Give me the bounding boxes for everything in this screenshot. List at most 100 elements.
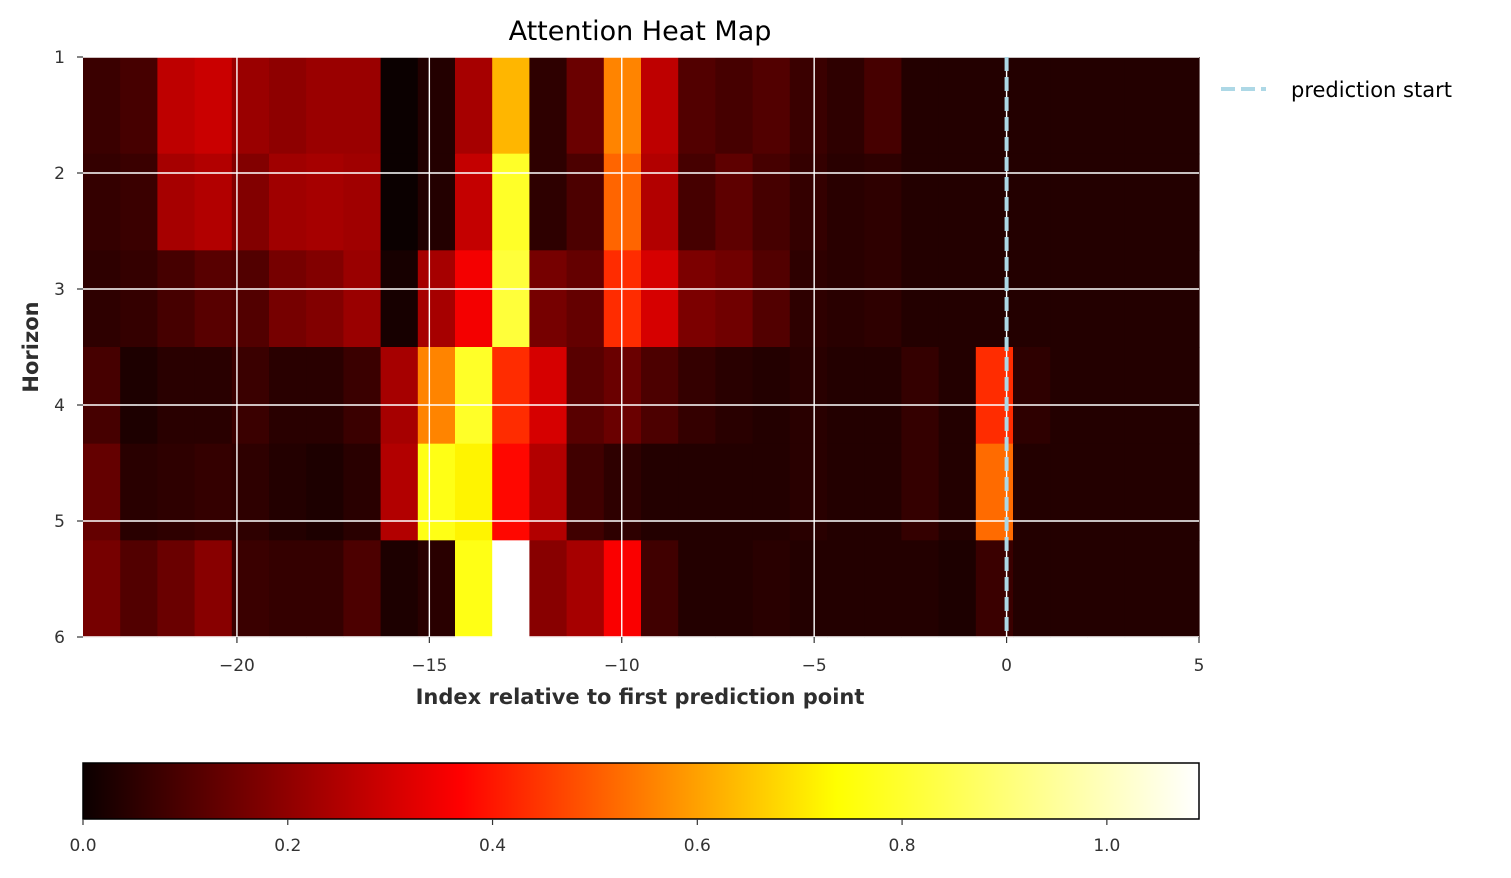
heat-cell <box>1050 153 1088 251</box>
heat-cell <box>455 540 493 638</box>
heat-cell <box>157 153 196 251</box>
heat-cell <box>455 57 493 155</box>
heat-cell <box>194 153 233 251</box>
heat-cell <box>1087 153 1126 251</box>
heat-cell <box>231 250 270 348</box>
heat-cell <box>343 347 382 445</box>
heat-cell <box>789 347 828 445</box>
heat-cell <box>752 250 791 348</box>
x-tick-label: −10 <box>604 656 640 676</box>
y-tick-label: 1 <box>54 48 65 68</box>
heat-cell <box>380 153 419 251</box>
heat-cell <box>938 540 977 638</box>
heat-cell <box>306 250 344 348</box>
heat-cell <box>678 347 716 445</box>
heat-cell <box>827 57 865 155</box>
heat-cell <box>120 57 158 155</box>
heat-cell <box>306 347 344 445</box>
heat-cell <box>1013 57 1051 155</box>
heat-cell <box>864 250 902 348</box>
heat-cell <box>83 443 121 541</box>
heat-cell <box>269 443 307 541</box>
heat-cell <box>641 57 679 155</box>
heat-cell <box>938 57 977 155</box>
heat-cell <box>1087 443 1126 541</box>
heat-cell <box>1161 57 1200 155</box>
heat-cell <box>1087 250 1126 348</box>
heat-cell <box>678 57 716 155</box>
heat-cell <box>1124 347 1163 445</box>
heat-cell <box>715 540 754 638</box>
heat-cell <box>789 153 828 251</box>
heat-cell <box>566 250 605 348</box>
heat-cell <box>938 250 977 348</box>
heat-cell <box>603 443 642 541</box>
heat-cell <box>380 250 419 348</box>
heat-cell <box>120 347 158 445</box>
heat-cell <box>641 540 679 638</box>
heat-cell <box>752 57 791 155</box>
heat-cell <box>120 540 158 638</box>
heat-cell <box>864 443 902 541</box>
colorbar-tick-label: 1.0 <box>1093 836 1120 856</box>
heat-cell <box>901 540 940 638</box>
heat-cell <box>938 443 977 541</box>
heat-cell <box>752 347 791 445</box>
heat-cell <box>492 250 530 348</box>
heat-cell <box>231 57 270 155</box>
heat-cell <box>417 250 456 348</box>
heat-cell <box>1124 153 1163 251</box>
heat-cell <box>678 540 716 638</box>
heat-cell <box>641 250 679 348</box>
heat-cell <box>157 347 196 445</box>
heat-cell <box>715 153 754 251</box>
heat-cell <box>715 57 754 155</box>
y-tick-label: 5 <box>54 512 65 532</box>
heat-cell <box>455 443 493 541</box>
heat-cell <box>1161 153 1200 251</box>
heat-cell <box>603 57 642 155</box>
heat-cell <box>1050 347 1088 445</box>
heat-cell <box>194 57 233 155</box>
heat-cell <box>83 540 121 638</box>
heat-cell <box>1087 540 1126 638</box>
colorbar-tick-label: 0.4 <box>479 836 506 856</box>
heat-cell <box>864 57 902 155</box>
heat-cell <box>269 540 307 638</box>
heat-cell <box>789 443 828 541</box>
heat-cell <box>120 443 158 541</box>
heat-cell <box>343 153 382 251</box>
colorbar-tick-label: 0.0 <box>69 836 96 856</box>
heat-cell <box>343 443 382 541</box>
heat-cell <box>492 443 530 541</box>
heat-cell <box>492 540 530 638</box>
colorbar-tick-label: 0.2 <box>274 836 301 856</box>
heat-cell <box>306 443 344 541</box>
heat-cell <box>1124 443 1163 541</box>
legend-label-prediction-start: prediction start <box>1291 78 1452 102</box>
heat-cell <box>1161 540 1200 638</box>
x-tick-label: 5 <box>1194 656 1205 676</box>
y-tick-label: 4 <box>54 396 65 416</box>
heat-cell <box>603 153 642 251</box>
heat-cell <box>566 347 605 445</box>
heat-cell <box>1124 540 1163 638</box>
heat-cell <box>157 540 196 638</box>
x-tick-label: 0 <box>1001 656 1012 676</box>
heat-cell <box>120 250 158 348</box>
heat-cell <box>194 250 233 348</box>
heat-cell <box>343 540 382 638</box>
heat-cell <box>938 153 977 251</box>
heat-cell <box>1050 443 1088 541</box>
heat-cell <box>529 540 568 638</box>
heat-cell <box>231 540 270 638</box>
heat-cell <box>678 153 716 251</box>
heat-cell <box>194 443 233 541</box>
heat-cell <box>566 443 605 541</box>
heat-cell <box>938 347 977 445</box>
y-axis: 1 2 3 4 5 6 <box>54 48 83 648</box>
heat-cell <box>789 250 828 348</box>
legend: prediction start <box>1221 78 1452 102</box>
heat-cell <box>864 153 902 251</box>
